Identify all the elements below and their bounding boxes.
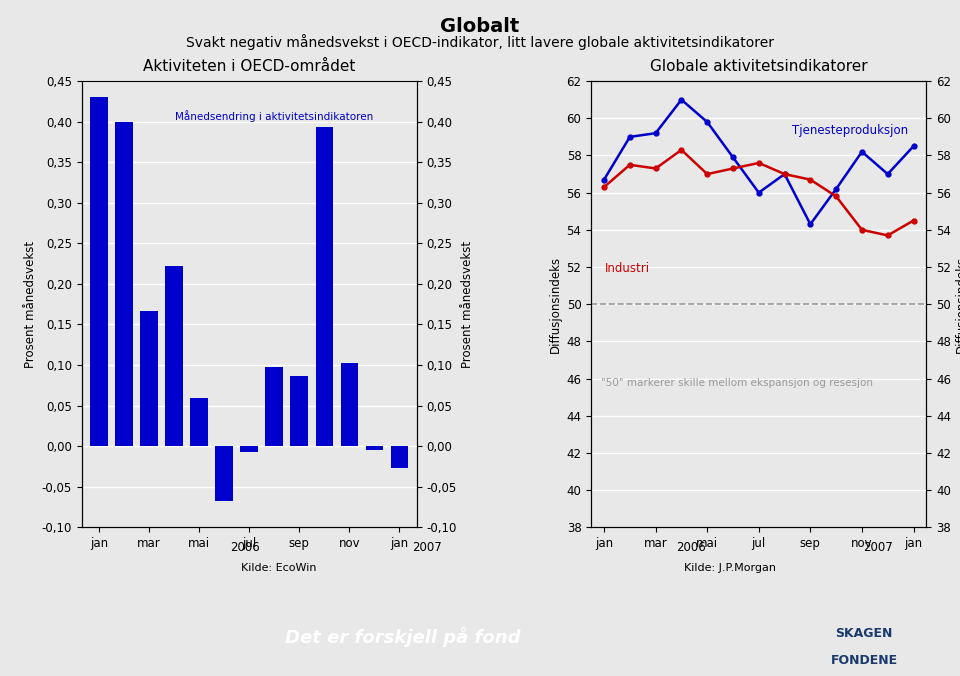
Text: Det er forskjell på fond: Det er forskjell på fond [285,627,521,647]
Y-axis label: Prosent månedsvekst: Prosent månedsvekst [461,241,474,368]
Title: Aktiviteten i OECD-området: Aktiviteten i OECD-området [143,59,355,74]
Bar [240,446,258,452]
Bar [291,376,308,446]
Bar [215,446,233,502]
Title: Globale aktivitetsindikatorer: Globale aktivitetsindikatorer [650,59,868,74]
Text: "50" markerer skille mellom ekspansjon og resesjon: "50" markerer skille mellom ekspansjon o… [601,378,874,388]
Bar [266,368,283,446]
Bar [140,311,157,446]
Text: 2007: 2007 [864,541,893,554]
Text: Kilde: EcoWin: Kilde: EcoWin [241,563,316,573]
Y-axis label: Diffusjonsindeks: Diffusjonsindeks [955,256,960,353]
Bar [190,398,208,446]
Bar [391,446,408,468]
Text: FONDENE: FONDENE [830,654,898,667]
Text: Tjenesteproduksjon: Tjenesteproduksjon [792,124,908,137]
Text: 2006: 2006 [677,541,706,554]
Bar [341,362,358,446]
Y-axis label: Prosent månedsvekst: Prosent månedsvekst [24,241,37,368]
Text: Månedsendring i aktivitetsindikatoren: Månedsendring i aktivitetsindikatoren [176,110,373,122]
Text: SKAGEN: SKAGEN [835,627,893,639]
Bar [165,266,183,446]
Text: 2007: 2007 [413,541,442,554]
Bar [90,97,108,446]
Text: 2006: 2006 [230,541,259,554]
Bar [115,122,132,446]
Bar [316,126,333,446]
Bar [366,446,383,450]
Y-axis label: Diffusjonsindeks: Diffusjonsindeks [549,256,563,353]
Text: Kilde: J.P.Morgan: Kilde: J.P.Morgan [684,563,776,573]
Text: Svakt negativ månedsvekst i OECD-indikator, litt lavere globale aktivitetsindika: Svakt negativ månedsvekst i OECD-indikat… [186,34,774,50]
Text: Globalt: Globalt [441,17,519,36]
Text: Industri: Industri [605,262,650,275]
